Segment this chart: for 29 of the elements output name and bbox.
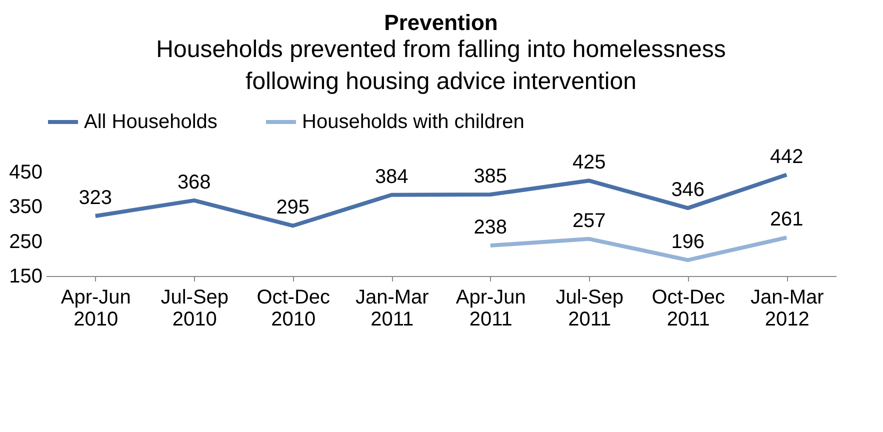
data-label: 196	[671, 231, 705, 254]
y-tick-label: 450	[9, 162, 42, 184]
x-tick-label: Oct-Dec 2010	[256, 286, 330, 330]
data-label: 346	[671, 179, 705, 202]
data-label: 261	[770, 208, 804, 231]
data-label: 385	[474, 166, 508, 188]
x-tick-label: Jan-Mar 2012	[750, 286, 824, 330]
x-tick-label: Apr-Jun 2011	[456, 286, 526, 330]
data-label: 384	[374, 166, 408, 188]
x-tick-label: Apr-Jun 2010	[60, 286, 131, 330]
data-label: 425	[572, 152, 606, 174]
data-label: 238	[474, 216, 508, 238]
data-label: 368	[177, 171, 211, 194]
chart-subtitle: Households prevented from falling into homelessness following housing advice intervention	[156, 36, 726, 95]
data-label: 442	[770, 146, 804, 168]
data-label: 257	[572, 210, 606, 232]
x-tick-label: Jan-Mar 2011	[355, 286, 430, 330]
y-tick-label: 350	[9, 196, 42, 218]
x-tick-label: Oct-Dec 2011	[652, 286, 726, 330]
legend-label: All Households	[84, 111, 218, 133]
chart-title: Prevention	[384, 10, 498, 35]
y-tick-label: 250	[9, 230, 42, 253]
line-series	[488, 236, 789, 262]
x-tick-label: Jul-Sep 2011	[556, 286, 624, 330]
data-label: 323	[78, 187, 112, 210]
y-tick-label: 150	[9, 266, 42, 288]
data-label: 295	[276, 196, 310, 219]
legend-label: Households with children	[302, 111, 524, 133]
x-tick-label: Jul-Sep 2010	[160, 286, 229, 330]
